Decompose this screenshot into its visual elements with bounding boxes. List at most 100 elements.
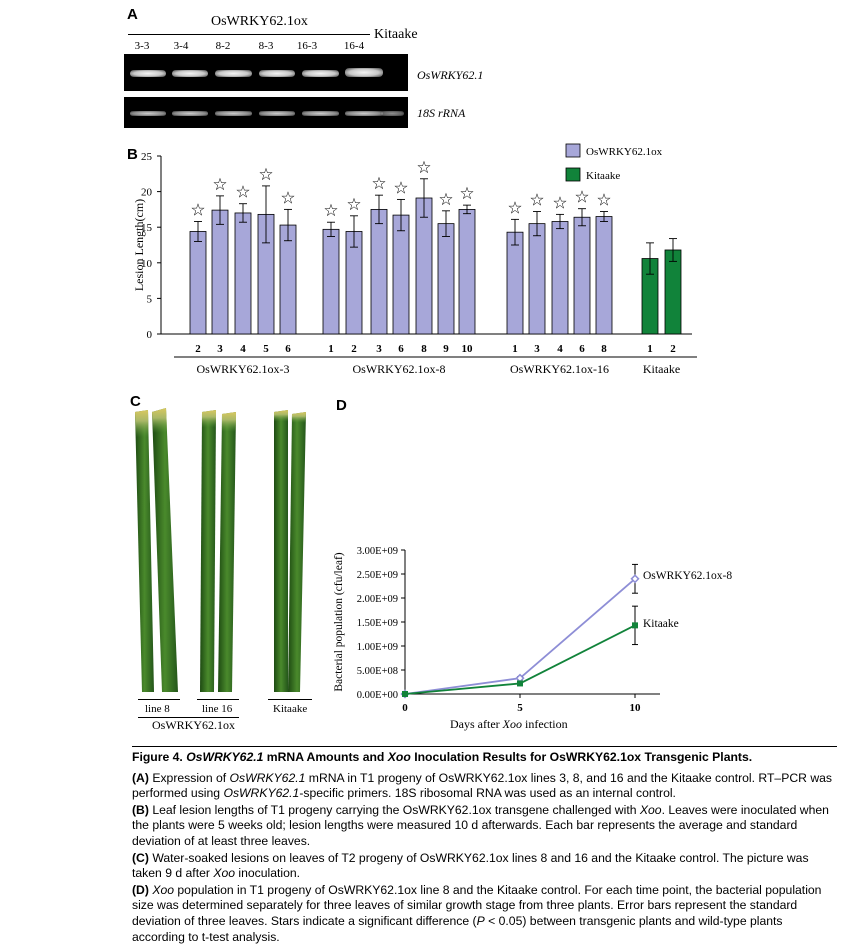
bar-label: 8	[421, 343, 427, 355]
lane-label: 8-2	[215, 40, 231, 52]
significance-star: ☆	[393, 178, 408, 197]
caption-a: (A) Expression of OsWRKY62.1 mRNA in T1 …	[132, 771, 837, 802]
x-tick-label: 10	[630, 702, 642, 714]
bar-label: 3	[217, 343, 223, 355]
gel-band	[259, 111, 295, 116]
gel-18s-label: 18S rRNA	[417, 106, 466, 120]
bar-label: 2	[351, 343, 357, 355]
group-label: Kitaake	[643, 362, 680, 376]
y-axis-label: Bacterial population (cfu/leaf)	[333, 552, 345, 691]
leaf-line16	[200, 410, 236, 692]
gel-band	[172, 111, 208, 116]
caption-b: (B) Leaf lesion lengths of T1 progeny ca…	[132, 803, 837, 850]
legend-label: Kitaake	[586, 170, 620, 182]
caption-a-text2: mRNA in T1 progeny of OsWRKY62.1ox lines…	[132, 770, 832, 801]
panel-a-group-line	[128, 34, 370, 35]
data-point	[517, 680, 523, 687]
significance-star: ☆	[280, 188, 295, 207]
gel-band	[130, 111, 166, 116]
leaf-line8	[135, 408, 178, 692]
caption-c-italic: Xoo	[213, 866, 235, 881]
panel-a-control-label: Kitaake	[374, 27, 418, 42]
data-point	[632, 622, 638, 629]
gel-band	[215, 111, 252, 116]
caption-b-text1: Leaf lesion lengths of T1 progeny carryi…	[152, 802, 637, 817]
gel-band	[380, 111, 404, 116]
bar-label: 3	[534, 343, 540, 355]
gel-band	[302, 111, 339, 116]
y-tick-label: 0	[147, 329, 153, 341]
panel-c-label: C	[130, 393, 141, 410]
y-tick-label: 20	[141, 187, 153, 199]
gel-band	[172, 70, 208, 77]
series-label: OsWRKY62.1ox-8	[643, 570, 732, 582]
caption-figure-number: Figure 4.	[132, 750, 183, 764]
panel-d-xlabel-suffix: infection	[521, 717, 568, 731]
caption-rule	[132, 746, 837, 747]
leaf-label-line8: line 8	[145, 703, 170, 715]
bar-label: 2	[195, 343, 201, 355]
significance-star: ☆	[596, 191, 611, 210]
y-tick-label: 1.00E+09	[357, 642, 398, 653]
significance-star: ☆	[371, 174, 386, 193]
leaf-group-line	[138, 717, 239, 718]
caption-d-text1: population in T1 progeny of OsWRKY62.1ox…	[132, 882, 822, 928]
gel-wrky-label: OsWRKY62.1	[417, 68, 484, 82]
x-tick-label: 5	[517, 702, 523, 714]
gel-band	[302, 70, 339, 77]
significance-star: ☆	[346, 195, 361, 214]
bar-label: 6	[579, 343, 585, 355]
caption-b-italic: Xoo	[639, 802, 662, 817]
data-point	[402, 691, 408, 697]
caption-gene: OsWRKY62.1	[186, 750, 264, 764]
caption-title-mid: mRNA Amounts and	[266, 750, 385, 764]
caption-a-text3: -specific primers. 18S ribosomal RNA was…	[299, 786, 676, 801]
bar-label: 9	[443, 343, 449, 355]
bar-label: 1	[512, 343, 518, 355]
panel-a-label: A	[127, 6, 138, 23]
panel-d-xlabel-prefix: Days after	[450, 717, 503, 731]
significance-star: ☆	[574, 188, 589, 207]
caption-c-text2: inoculation.	[238, 866, 301, 881]
figure-caption: Figure 4. OsWRKY62.1 mRNA Amounts and Xo…	[132, 746, 837, 946]
group-label: OsWRKY62.1ox-8	[353, 362, 446, 376]
legend-swatch	[565, 143, 581, 158]
caption-d-italic: Xoo	[152, 882, 174, 897]
y-tick-label: 15	[141, 222, 153, 234]
significance-star: ☆	[529, 191, 544, 210]
panel-a-group-label: OsWRKY62.1ox	[211, 14, 308, 29]
bar-label: 2	[670, 343, 676, 355]
leaf-label-kitaake: Kitaake	[273, 703, 308, 715]
caption-a-italic1: OsWRKY62.1	[229, 770, 306, 785]
bar-label: 6	[398, 343, 404, 355]
leaf-label-line16: line 16	[202, 703, 233, 715]
data-point	[630, 574, 640, 584]
caption-a-text1: Expression of	[152, 770, 227, 785]
bar-label: 1	[647, 343, 653, 355]
bar-label: 8	[601, 343, 607, 355]
bar-label: 5	[263, 343, 269, 355]
panel-d-xlabel: Days after Xoo infection	[450, 717, 568, 732]
y-tick-label: 5	[147, 293, 153, 305]
caption-c: (C) Water-soaked lesions on leaves of T2…	[132, 851, 837, 882]
bacterial-population-chart: 0.00E+00 5.00E+08 1.00E+09 1.50E+09 2.00E+09…	[333, 546, 732, 714]
significance-star: ☆	[212, 175, 227, 194]
x-tick-label: 0	[402, 702, 408, 714]
gel-band	[345, 68, 383, 77]
y-axis-label: Lesion Length(cm)	[132, 199, 146, 291]
group-label: OsWRKY62.1ox-16	[510, 362, 609, 376]
significance-star: ☆	[552, 193, 567, 212]
panel-d-xlabel-italic: Xoo	[502, 717, 522, 731]
lane-label: 8-3	[258, 40, 274, 52]
leaf-underline-8	[138, 699, 180, 700]
y-tick-label: 10	[141, 258, 153, 270]
significance-star: ☆	[416, 158, 431, 177]
caption-c-text: Water-soaked lesions on leaves of T2 pro…	[132, 850, 809, 881]
leaf-group-label: OsWRKY62.1ox	[152, 718, 235, 732]
series-label: Kitaake	[643, 618, 679, 630]
caption-c-label: (C)	[132, 850, 149, 865]
significance-star: ☆	[190, 201, 205, 220]
caption-title: Figure 4. OsWRKY62.1 mRNA Amounts and Xo…	[132, 750, 837, 766]
significance-star: ☆	[459, 184, 474, 203]
bar-label: 4	[557, 343, 563, 355]
